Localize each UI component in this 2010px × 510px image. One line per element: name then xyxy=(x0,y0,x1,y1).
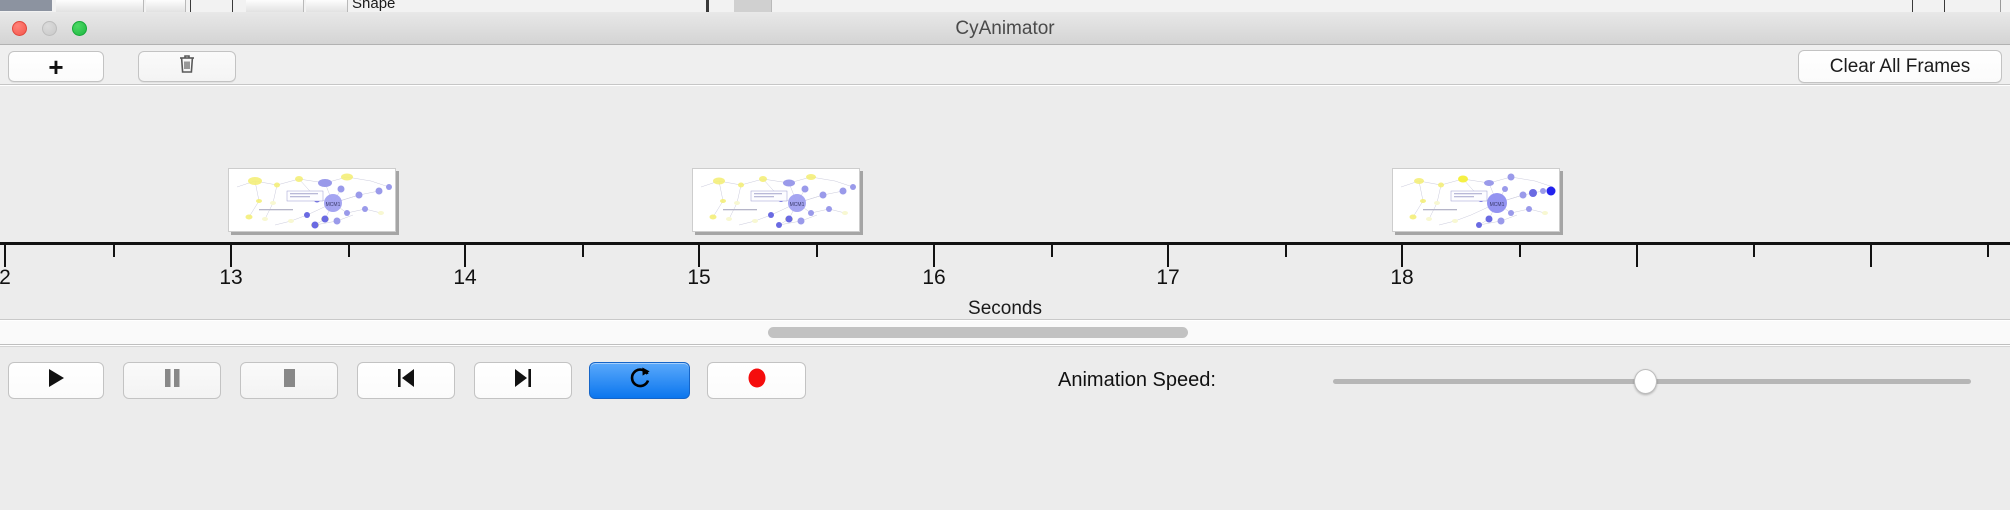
timeline-frame[interactable]: MCM1 xyxy=(1392,168,1560,232)
record-button[interactable] xyxy=(707,362,806,399)
pause-icon xyxy=(162,367,182,394)
timeline-scrollbar[interactable] xyxy=(0,321,2010,345)
stop-button[interactable] xyxy=(240,362,338,399)
delete-frame-button[interactable] xyxy=(138,51,236,82)
background-window-tab xyxy=(734,0,772,12)
clear-all-frames-label: Clear All Frames xyxy=(1829,55,1971,77)
clear-all-frames-button[interactable]: Clear All Frames xyxy=(1798,50,2002,83)
ruler-tick-major xyxy=(230,245,232,267)
ruler-tick-major xyxy=(933,245,935,267)
record-icon xyxy=(746,367,768,394)
ruler-tick-minor xyxy=(348,245,350,257)
ruler-label: 18 xyxy=(1390,266,1414,289)
background-window-tab xyxy=(246,0,304,12)
add-frame-button[interactable]: + xyxy=(8,51,104,82)
background-window-tab xyxy=(146,0,186,12)
ruler-label: 17 xyxy=(1156,266,1180,289)
background-window-divider xyxy=(232,0,233,12)
animation-speed-slider-knob[interactable] xyxy=(1634,369,1657,394)
scrollbar-thumb[interactable] xyxy=(768,327,1188,338)
minimize-button[interactable] xyxy=(42,21,57,36)
ruler-tick-minor xyxy=(113,245,115,257)
background-window-tab xyxy=(56,0,144,12)
background-window-titlebar xyxy=(0,0,52,11)
window-title: CyAnimator xyxy=(955,18,1055,39)
central-node xyxy=(788,194,806,212)
network-thumbnail: MCM1 xyxy=(693,169,859,231)
svg-text:MCM1: MCM1 xyxy=(1490,202,1505,208)
ruler-label: 14 xyxy=(453,266,477,289)
timeline-frame[interactable]: MCM1 xyxy=(692,168,860,232)
timeline-panel[interactable]: MCM1 xyxy=(0,86,2010,320)
background-window-divider xyxy=(190,0,191,12)
central-node xyxy=(324,194,342,212)
ruler-tick-major xyxy=(4,245,6,267)
plus-icon: + xyxy=(48,51,64,82)
animation-speed-label: Animation Speed: xyxy=(1058,369,1216,391)
background-window-label: Shape xyxy=(352,0,396,12)
loop-icon xyxy=(629,366,651,395)
skip-to-end-button[interactable] xyxy=(474,362,572,399)
svg-text:MCM1: MCM1 xyxy=(790,202,805,208)
animation-speed-slider[interactable] xyxy=(1333,369,1971,394)
window-titlebar: CyAnimator xyxy=(0,12,2010,45)
timeline-frame[interactable]: MCM1 xyxy=(228,168,396,232)
ruler-tick-minor xyxy=(582,245,584,257)
ruler-tick-minor xyxy=(816,245,818,257)
ruler-tick-minor xyxy=(1519,245,1521,257)
timeline-ruler[interactable]: 2 13 14 15 16 17 18 Seconds xyxy=(0,242,2010,319)
ruler-tick-minor xyxy=(1051,245,1053,257)
ruler-tick-minor xyxy=(1753,245,1755,257)
frame-toolbar: + Clear All Frames xyxy=(0,45,2010,85)
play-icon xyxy=(46,367,66,394)
stop-icon xyxy=(279,367,299,394)
ruler-tick-major xyxy=(1870,245,1872,267)
close-button[interactable] xyxy=(12,21,27,36)
ruler-tick-major xyxy=(698,245,700,267)
ruler-label: 15 xyxy=(687,266,711,289)
ruler-label: 16 xyxy=(922,266,946,289)
playback-control-bar: Animation Speed: xyxy=(0,346,2010,510)
background-window-tab xyxy=(306,0,348,12)
background-window-edge xyxy=(2000,0,2001,12)
ruler-tick-major xyxy=(1401,245,1403,267)
central-node xyxy=(1487,193,1507,213)
play-button[interactable] xyxy=(8,362,104,399)
network-thumbnail: MCM1 xyxy=(229,169,395,231)
axis-title: Seconds xyxy=(968,298,1042,319)
skip-forward-icon xyxy=(512,367,534,394)
ruler-label: 13 xyxy=(219,266,243,289)
trash-icon xyxy=(178,53,196,80)
background-window: Shape xyxy=(0,0,2010,12)
ruler-tick-major xyxy=(1636,245,1638,267)
background-window-divider xyxy=(1944,0,1945,12)
pause-button[interactable] xyxy=(123,362,221,399)
background-window-divider xyxy=(706,0,709,12)
loop-button[interactable] xyxy=(589,362,690,399)
svg-text:MCM1: MCM1 xyxy=(326,202,341,208)
frame-track[interactable]: MCM1 xyxy=(0,86,2010,242)
maximize-button[interactable] xyxy=(72,21,87,36)
ruler-label: 2 xyxy=(0,266,11,289)
ruler-tick-major xyxy=(1167,245,1169,267)
ruler-tick-major xyxy=(464,245,466,267)
skip-to-start-button[interactable] xyxy=(357,362,455,399)
ruler-baseline xyxy=(0,242,2010,245)
highlighted-node xyxy=(1546,186,1556,196)
background-window-divider xyxy=(1912,0,1913,12)
skip-back-icon xyxy=(395,367,417,394)
network-thumbnail: MCM1 xyxy=(1393,169,1559,231)
ruler-tick-minor xyxy=(1987,245,1989,257)
ruler-tick-minor xyxy=(1285,245,1287,257)
